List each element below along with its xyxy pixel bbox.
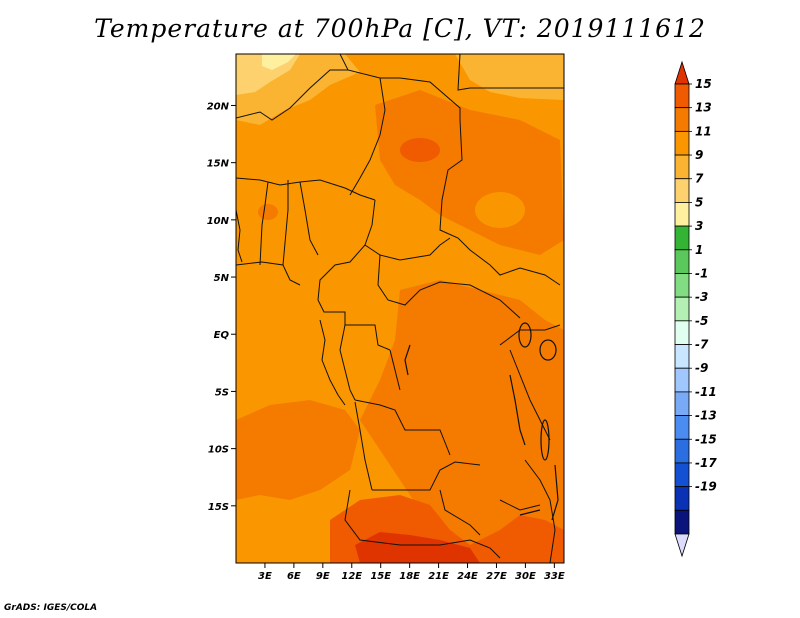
coastline <box>236 209 346 406</box>
colorbar-bottom-triangle <box>674 533 690 558</box>
colorbar-swatch <box>674 486 690 511</box>
colorbar-label: 13 <box>695 101 712 115</box>
colorbar-label: -11 <box>695 385 717 399</box>
colorbar-swatch <box>674 320 690 345</box>
colorbar-label: -5 <box>695 314 708 328</box>
colorbar-label: -3 <box>695 290 708 304</box>
temp-field-south-warm <box>236 400 360 500</box>
colorbar-label: 1 <box>695 243 703 257</box>
lat-axis: 20N 15N 10N 5N EQ 5S 10S 15S <box>207 101 236 513</box>
colorbar-swatch <box>674 391 690 416</box>
temp-field-blob <box>258 204 278 220</box>
colorbar-label: -7 <box>695 338 709 352</box>
lon-axis: 3E 6E 9E 12E 15E 18E 21E 24E 27E 30E 33E <box>258 563 565 582</box>
colorbar-swatch <box>674 438 690 464</box>
colorbar-swatch <box>674 273 690 298</box>
lon-tick-label: 30E <box>515 571 536 582</box>
lat-tick-label: 5S <box>215 387 229 398</box>
colorbar-swatch <box>674 249 690 274</box>
temp-field-west-cool <box>236 270 325 390</box>
colorbar-swatch <box>674 367 690 393</box>
lat-tick-label: 20N <box>207 101 230 112</box>
lat-tick-label: 10N <box>207 216 230 227</box>
colorbar-label: 15 <box>695 77 712 91</box>
colorbar-label: 3 <box>695 219 703 233</box>
lon-tick-label: 21E <box>428 571 449 582</box>
lat-tick-label: 15N <box>207 159 230 170</box>
lon-tick-label: 27E <box>486 571 507 582</box>
grads-credit: GrADS: IGES/COLA <box>4 603 98 613</box>
colorbar-label: -17 <box>695 456 717 470</box>
colorbar-label: 11 <box>695 124 712 138</box>
map-title: Temperature at 700hPa [C], VT: 201911161… <box>94 14 706 43</box>
colorbar-label: -1 <box>695 266 708 280</box>
temp-field-north-cooler <box>236 54 300 95</box>
lat-tick-label: 10S <box>208 445 229 456</box>
lon-tick-label: 3E <box>258 571 272 582</box>
lon-tick-label: 24E <box>457 571 478 582</box>
colorbar-swatch <box>674 202 690 227</box>
temp-field-blob <box>475 192 525 228</box>
colorbar-swatch <box>674 178 690 203</box>
lat-tick-label: EQ <box>214 330 230 341</box>
colorbar-label: -19 <box>695 480 717 494</box>
colorbar-label: -15 <box>695 432 717 446</box>
temp-field-blob <box>400 138 440 162</box>
colorbar-swatch <box>674 296 690 322</box>
country-borders <box>236 54 564 563</box>
colorbar-label: -13 <box>695 409 717 423</box>
lon-tick-label: 15E <box>370 571 391 582</box>
colorbar-label: 5 <box>695 195 703 209</box>
colorbar-swatch <box>674 462 690 488</box>
colorbar-label: 9 <box>695 148 703 162</box>
temp-field-congo-warm <box>360 280 564 563</box>
colorbar-swatch <box>674 344 690 369</box>
colorbar-swatch <box>674 225 690 251</box>
colorbar-label: 7 <box>695 172 704 186</box>
temp-field-south-hottest <box>355 532 480 563</box>
colorbar-swatch <box>674 107 690 132</box>
lon-tick-label: 9E <box>316 571 330 582</box>
lat-tick-label: 15S <box>208 502 229 513</box>
lon-tick-label: 12E <box>341 571 362 582</box>
temp-field-north-yellow <box>262 54 296 70</box>
colorbar-swatch <box>674 130 690 156</box>
lon-tick-label: 6E <box>287 571 301 582</box>
colorbar-top-triangle <box>674 60 690 85</box>
lon-tick-label: 33E <box>544 571 565 582</box>
colorbar: 15 13 11 9 7 5 3 1 -1 -3 -5 -7 -9 -11 -13 -15 -17 -19 <box>674 60 717 558</box>
lakes <box>404 322 559 521</box>
colorbar-label: -9 <box>695 361 708 375</box>
lon-tick-label: 18E <box>399 571 420 582</box>
colorbar-swatch <box>674 154 690 180</box>
lat-tick-label: 5N <box>214 273 230 284</box>
colorbar-swatch <box>674 509 690 535</box>
map-frame <box>235 53 565 564</box>
colorbar-swatch <box>674 415 690 440</box>
colorbar-swatch <box>674 83 690 109</box>
